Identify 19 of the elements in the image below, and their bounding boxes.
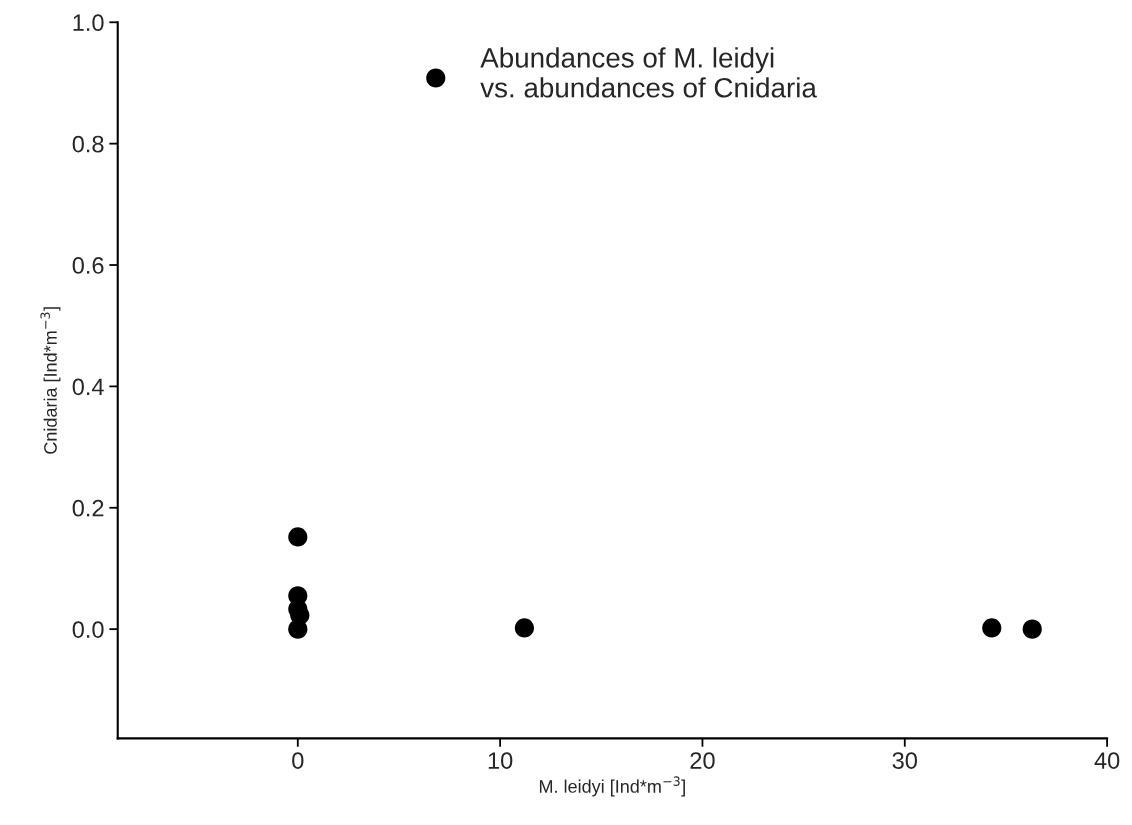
x-tick-label: 0 xyxy=(292,752,304,769)
y-tick-label: 0.4 xyxy=(72,378,104,396)
y-tick-label: 0.6 xyxy=(72,257,104,274)
x-tick-label: 30 xyxy=(892,752,917,769)
x-tick-label: 40 xyxy=(1094,752,1120,769)
point xyxy=(288,527,308,547)
point xyxy=(982,618,1002,638)
point xyxy=(288,619,308,639)
x-axis-title: M. leidyi [Ind*m$^{−3}$] xyxy=(539,776,685,797)
y-tick-label: 0.8 xyxy=(72,135,104,153)
y-tick-label: 0.0 xyxy=(72,621,104,638)
point xyxy=(1022,619,1042,639)
y-axis-title: Cnidaria [Ind*m$^{−3}$] xyxy=(40,307,61,454)
y-tick-label: 1.0 xyxy=(73,14,104,32)
point xyxy=(514,618,534,638)
x-tick-label: 10 xyxy=(488,752,513,769)
legend-label: Abundances of M. leidyi vs. abundances of Cnidaria xyxy=(480,47,817,98)
y-tick-label: 0.2 xyxy=(72,499,104,517)
x-tick-label: 20 xyxy=(690,752,715,769)
